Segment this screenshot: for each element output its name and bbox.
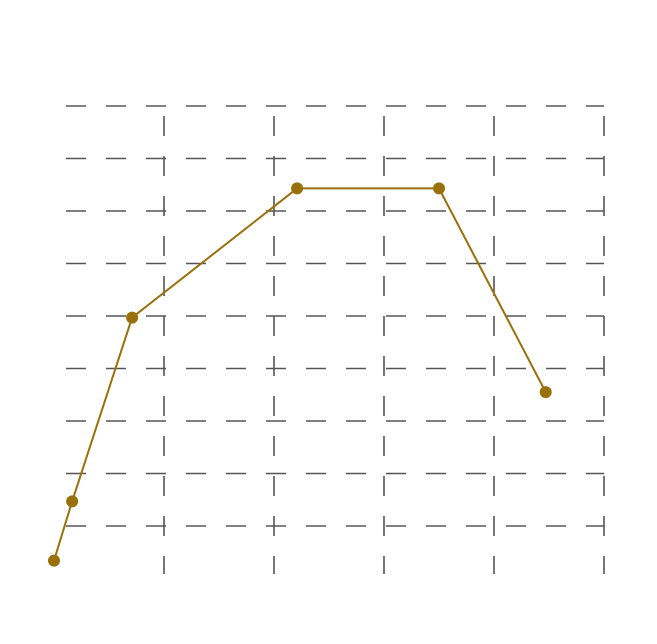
data-point <box>66 495 79 508</box>
series-layer <box>48 182 552 567</box>
data-point <box>291 182 304 195</box>
data-point <box>48 554 60 567</box>
data-point <box>126 311 139 324</box>
data-point <box>433 182 445 195</box>
series-line <box>53 187 547 561</box>
grid-lines <box>66 105 605 574</box>
data-point <box>539 386 552 399</box>
